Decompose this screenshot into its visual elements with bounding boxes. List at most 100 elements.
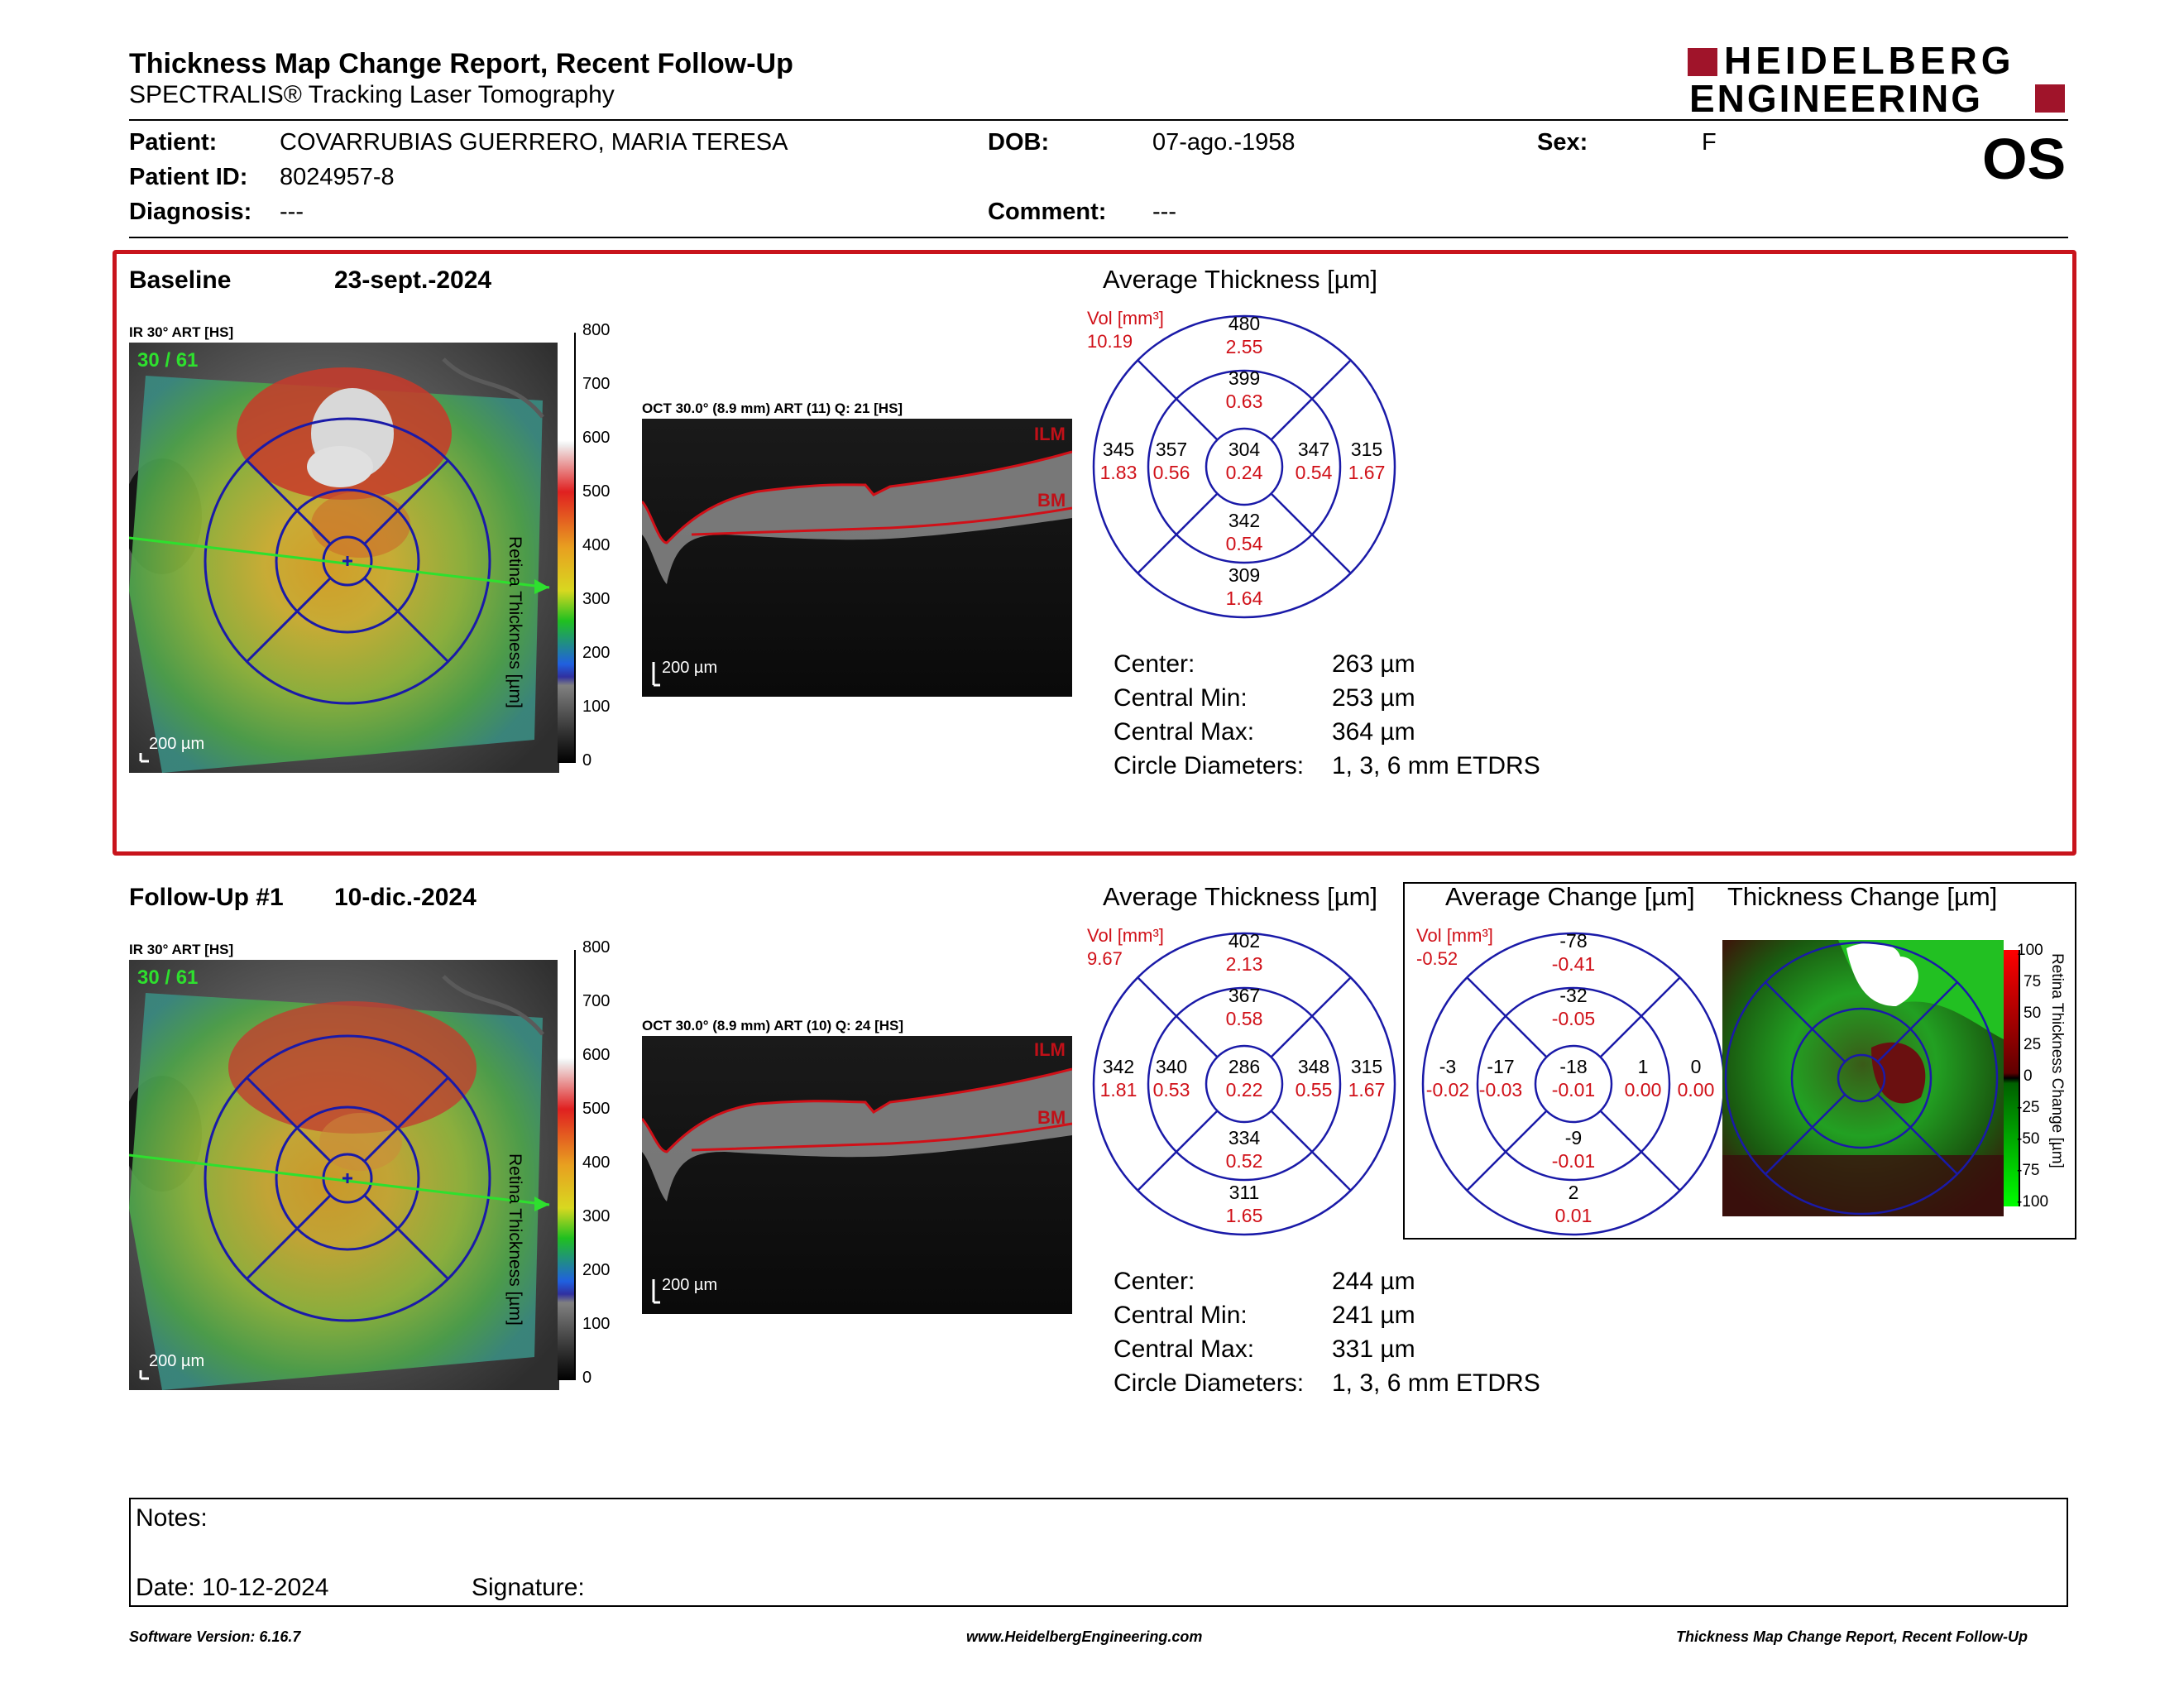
baseline-label: Baseline <box>129 266 232 294</box>
followup-min-value: 241 µm <box>1332 1302 1415 1329</box>
baseline-ir-image[interactable]: 30 / 61 200 µm <box>122 343 559 773</box>
followup-inner-top-thickness: 367 <box>1228 985 1261 1006</box>
baseline-outer-top-volume: 2.55 <box>1225 336 1263 357</box>
followup-inner-right-volume: 0.55 <box>1295 1079 1333 1101</box>
notes-box[interactable] <box>129 1498 2068 1607</box>
tick-label: 0 <box>582 1369 592 1387</box>
sex-label: Sex: <box>1537 129 1588 156</box>
sex-value: F <box>1702 129 1717 156</box>
tick-label: 700 <box>582 375 611 393</box>
followup-max-label: Central Max: <box>1114 1336 1255 1363</box>
baseline-center-thickness: 304 <box>1228 439 1261 460</box>
footer-software-version: Software Version: 6.16.7 <box>129 1628 301 1645</box>
tick-label: 100 <box>582 698 611 716</box>
followup-oct-image[interactable]: ILM BM 200 µm <box>640 1036 1073 1314</box>
baseline-min-value: 253 µm <box>1332 684 1415 712</box>
logo-block-left <box>1688 48 1717 76</box>
diagnosis-label: Diagnosis: <box>129 199 252 225</box>
thickness-change-map[interactable] <box>1722 940 2004 1216</box>
baseline-center-value: 263 µm <box>1332 650 1415 678</box>
change-inner-top-volume: -0.05 <box>1551 1008 1596 1029</box>
baseline-etdrs-grid: 480 2.55 399 0.63 345 1.83 357 0.56 304 … <box>1090 313 1398 621</box>
patient-divider <box>129 237 2068 238</box>
followup-ir-counter: 30 / 61 <box>137 966 199 989</box>
baseline-outer-right-thickness: 315 <box>1350 439 1383 460</box>
followup-thickness-colorbar <box>558 950 574 1380</box>
followup-outer-top-volume: 2.13 <box>1225 953 1263 975</box>
baseline-inner-right-thickness: 347 <box>1297 439 1330 460</box>
change-center-volume: -0.01 <box>1551 1079 1596 1101</box>
followup-bm-label: BM <box>1037 1107 1066 1128</box>
followup-outer-right-volume: 1.67 <box>1348 1079 1386 1101</box>
logo-text-line1: HEIDELBERG <box>1724 39 2015 82</box>
tick-label: -25 <box>2017 1099 2040 1116</box>
change-outer-top-thickness: -78 <box>1559 930 1588 952</box>
change-vol-label: Vol [mm³] <box>1416 925 1493 946</box>
change-inner-right-volume: 0.00 <box>1624 1079 1662 1101</box>
followup-diam-value: 1, 3, 6 mm ETDRS <box>1332 1369 1540 1397</box>
followup-diam-label: Circle Diameters: <box>1114 1369 1305 1397</box>
baseline-oct-caption: OCT 30.0° (8.9 mm) ART (11) Q: 21 [HS] <box>642 400 903 416</box>
baseline-outer-left-thickness: 345 <box>1102 439 1135 460</box>
tick-label: 50 <box>2024 1005 2042 1022</box>
footer-website[interactable]: www.HeidelbergEngineering.com <box>966 1628 1203 1645</box>
tick-label: 25 <box>2024 1036 2042 1053</box>
dob-value: 07-ago.-1958 <box>1152 129 1296 156</box>
baseline-center-label: Center: <box>1114 650 1195 678</box>
patient-id-label: Patient ID: <box>129 164 248 190</box>
followup-outer-bottom-thickness: 311 <box>1228 1182 1260 1203</box>
followup-outer-bottom-volume: 1.65 <box>1225 1205 1263 1226</box>
patient-label: Patient: <box>129 129 218 156</box>
followup-vol-value: 9.67 <box>1087 948 1123 969</box>
baseline-outer-bottom-thickness: 309 <box>1228 564 1261 586</box>
tick-label: 400 <box>582 1153 611 1172</box>
tick-label: 75 <box>2024 973 2042 990</box>
logo-text-line2: ENGINEERING <box>1689 77 1984 120</box>
baseline-diam-label: Circle Diameters: <box>1114 752 1305 779</box>
followup-center-volume: 0.22 <box>1225 1079 1263 1101</box>
change-inner-right-thickness: 1 <box>1637 1056 1649 1077</box>
heidelberg-logo: HEIDELBERG ENGINEERING <box>1688 40 2068 120</box>
baseline-outer-left-volume: 1.83 <box>1099 462 1138 483</box>
notes-label: Notes: <box>136 1504 208 1532</box>
change-outer-right-thickness: 0 <box>1690 1056 1702 1077</box>
comment-label: Comment: <box>988 199 1107 225</box>
tick-label: 100 <box>2017 942 2043 959</box>
notes-date: Date: 10-12-2024 <box>136 1574 329 1601</box>
followup-outer-left-thickness: 342 <box>1102 1056 1135 1077</box>
baseline-avg-thickness-title: Average Thickness [µm] <box>1103 265 1378 294</box>
followup-min-label: Central Min: <box>1114 1302 1248 1329</box>
baseline-inner-right-volume: 0.54 <box>1295 462 1333 483</box>
followup-colorbar-ticks: 800 700 600 500 400 300 200 100 0 <box>582 938 615 1387</box>
change-inner-bottom-thickness: -9 <box>1564 1127 1583 1149</box>
comment-value: --- <box>1152 199 1176 225</box>
notes-signature-label: Signature: <box>472 1574 585 1601</box>
baseline-vol-label: Vol [mm³] <box>1087 308 1164 328</box>
baseline-inner-left-volume: 0.56 <box>1152 462 1190 483</box>
change-colorbar-title: Retina Thickness Change [µm] <box>2048 953 2066 1168</box>
baseline-ir-scale: 200 µm <box>149 735 205 753</box>
tick-label: 700 <box>582 992 611 1010</box>
baseline-oct-image[interactable]: ILM BM 200 µm <box>640 419 1073 697</box>
baseline-center-volume: 0.24 <box>1225 462 1263 483</box>
baseline-inner-bottom-volume: 0.54 <box>1225 533 1263 554</box>
followup-ir-image[interactable]: 30 / 61 200 µm <box>122 960 559 1390</box>
baseline-oct-scale: 200 µm <box>662 659 718 677</box>
logo-block-right <box>2035 84 2065 113</box>
change-outer-left-thickness: -3 <box>1439 1056 1457 1077</box>
followup-date: 10-dic.-2024 <box>334 884 477 911</box>
change-outer-right-volume: 0.00 <box>1677 1079 1715 1101</box>
followup-colorbar-title: Retina Thickness [µm] <box>505 1153 524 1326</box>
baseline-inner-bottom-thickness: 342 <box>1228 510 1261 531</box>
baseline-ir-caption: IR 30° ART [HS] <box>129 324 234 340</box>
report-title: Thickness Map Change Report, Recent Foll… <box>129 48 793 79</box>
followup-center-thickness: 286 <box>1228 1056 1261 1077</box>
baseline-outer-bottom-volume: 1.64 <box>1225 587 1263 609</box>
change-panel <box>1403 882 2076 1240</box>
followup-avg-thickness-title: Average Thickness [µm] <box>1103 882 1378 911</box>
change-vol-value: -0.52 <box>1416 948 1458 969</box>
change-inner-left-volume: -0.03 <box>1478 1079 1523 1101</box>
followup-inner-top-volume: 0.58 <box>1225 1008 1263 1029</box>
followup-inner-left-volume: 0.53 <box>1152 1079 1190 1101</box>
baseline-max-label: Central Max: <box>1114 718 1255 746</box>
